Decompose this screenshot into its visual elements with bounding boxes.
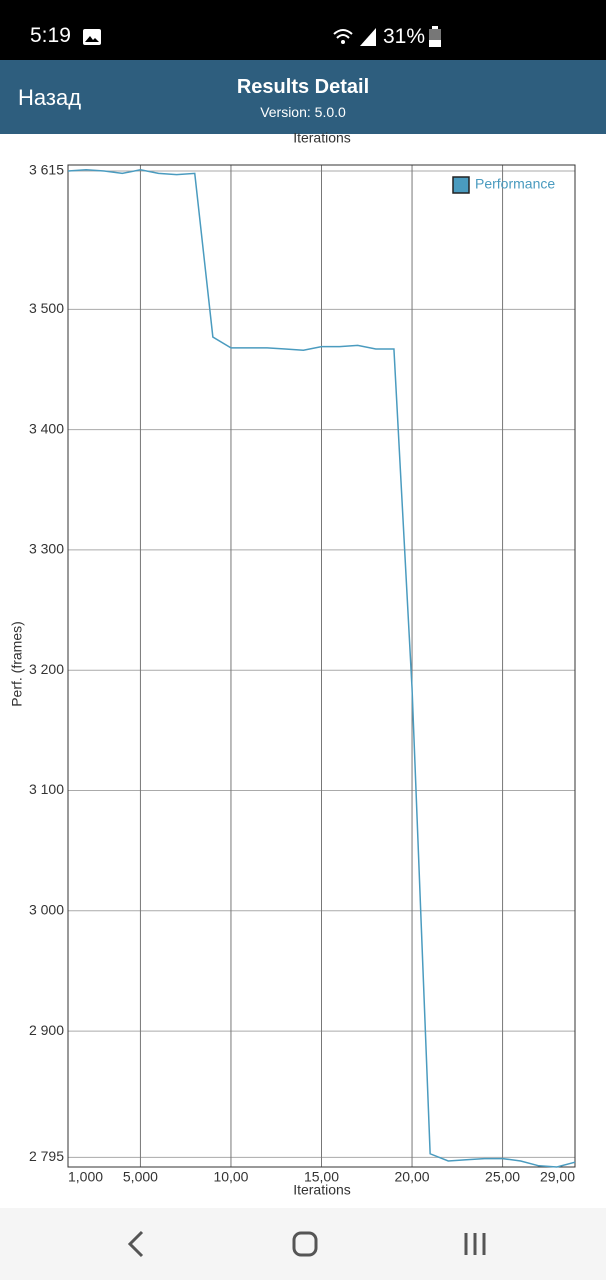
x-tick-label: 20,00 (395, 1169, 430, 1185)
legend-swatch (452, 176, 470, 194)
version: Version: 5.0.0 (260, 104, 346, 120)
clock: 5:19 (30, 24, 71, 47)
plot-frame (67, 164, 576, 1168)
y-tick-label: 3 000 (29, 901, 64, 917)
legend-label: Performance (475, 176, 555, 192)
nav-icons (127, 1230, 486, 1258)
y-tick-label: 3 500 (29, 300, 64, 316)
y-tick-label: 3 615 (29, 162, 64, 178)
y-tick-label: 2 900 (29, 1022, 64, 1038)
top-axis-title: Iterations (293, 130, 351, 146)
nav-bar (0, 1208, 606, 1280)
status-bar: 5:19 31% (0, 0, 606, 60)
x-axis-title: Iterations (293, 1182, 351, 1198)
x-tick-label: 5,000 (123, 1169, 158, 1185)
battery-icon (429, 26, 441, 47)
y-tick-label: 3 100 (29, 781, 64, 797)
y-axis-title: Perf. (frames) (9, 621, 25, 707)
battery-level: 31% (383, 25, 426, 48)
recents-nav[interactable] (464, 1233, 486, 1255)
back-button[interactable]: Назад (18, 85, 82, 110)
y-tick-label: 3 400 (29, 420, 64, 436)
x-tick-label: 15,00 (304, 1169, 339, 1185)
y-tick-label: 3 300 (29, 541, 64, 557)
x-tick-label: 1,000 (68, 1169, 103, 1185)
x-tick-label: 25,00 (485, 1169, 520, 1185)
signal-icons (333, 28, 376, 46)
home-nav[interactable] (292, 1231, 318, 1257)
back-nav[interactable] (127, 1230, 144, 1258)
x-tick-label: 10,00 (213, 1169, 248, 1185)
gallery-icon (83, 29, 101, 45)
chart: Iterations Iterations Perf. (frames) 2 7… (9, 130, 576, 1198)
y-tick-label: 2 795 (29, 1148, 64, 1164)
screen-title: Results Detail (236, 76, 370, 98)
data-line (67, 169, 576, 1168)
app-bar: Назад Results Detail Version: 5.0.0 (0, 60, 606, 134)
x-tick-label: 29,00 (540, 1169, 575, 1185)
y-tick-label: 3 200 (29, 661, 64, 677)
